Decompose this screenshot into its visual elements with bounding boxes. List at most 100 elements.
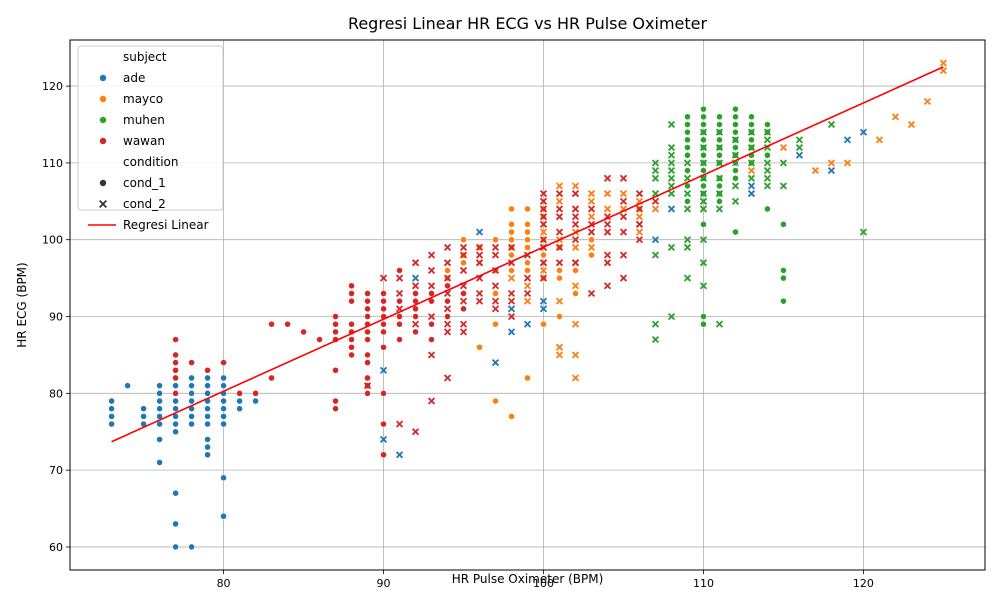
- legend-marker-mayco: [99, 95, 107, 103]
- data-point-wawan-cond_1: [412, 305, 419, 313]
- data-point-mayco-cond_1: [540, 251, 547, 259]
- y-axis-label: HR ECG (BPM): [15, 262, 29, 347]
- data-point-wawan-cond_1: [380, 290, 387, 297]
- data-point-ade-cond_1: [220, 512, 227, 520]
- data-point-ade-cond_2: [507, 328, 516, 336]
- data-point-muhen-cond_1: [684, 151, 691, 159]
- y-tick-label: 60: [49, 541, 63, 554]
- data-point-wawan-cond_2: [619, 174, 628, 182]
- data-point-wawan-cond_1: [428, 320, 435, 328]
- data-point-ade-cond_1: [204, 451, 211, 459]
- data-point-wawan-cond_2: [603, 174, 612, 182]
- data-point-wawan-cond_1: [380, 297, 387, 305]
- data-point-ade-cond_2: [523, 320, 532, 328]
- data-point-muhen-cond_2: [667, 159, 676, 167]
- data-point-muhen-cond_1: [684, 121, 691, 128]
- data-point-muhen-cond_2: [699, 159, 708, 167]
- data-point-wawan-cond_2: [491, 243, 500, 251]
- y-tick-label: 110: [42, 157, 63, 170]
- data-point-wawan-cond_1: [364, 336, 371, 343]
- data-point-mayco-cond_2: [747, 166, 756, 175]
- data-point-muhen-cond_1: [764, 205, 771, 213]
- data-point-ade-cond_1: [156, 405, 163, 413]
- data-point-wawan-cond_2: [459, 266, 468, 275]
- data-point-mayco-cond_1: [524, 243, 531, 251]
- data-point-ade-cond_1: [156, 397, 163, 405]
- data-point-mayco-cond_1: [524, 236, 531, 244]
- data-point-wawan-cond_1: [316, 336, 323, 343]
- data-point-mayco-cond_2: [587, 213, 596, 221]
- data-point-ade-cond_1: [188, 412, 195, 420]
- legend-label-cond_1: cond_1: [123, 176, 166, 190]
- data-point-wawan-cond_2: [619, 228, 628, 236]
- data-point-wawan-cond_2: [459, 243, 468, 251]
- data-point-wawan-cond_2: [587, 205, 596, 213]
- data-point-muhen-cond_2: [715, 320, 724, 328]
- data-point-wawan-cond_2: [459, 320, 468, 328]
- data-point-ade-cond_2: [539, 297, 548, 305]
- data-point-muhen-cond_2: [651, 335, 660, 344]
- data-point-mayco-cond_2: [539, 266, 548, 275]
- data-point-mayco-cond_1: [508, 267, 515, 274]
- data-point-wawan-cond_2: [651, 197, 660, 205]
- data-point-mayco-cond_2: [635, 213, 644, 221]
- data-point-wawan-cond_2: [619, 197, 628, 205]
- data-point-wawan-cond_2: [507, 297, 516, 305]
- data-point-wawan-cond_1: [172, 366, 179, 374]
- data-point-wawan-cond_1: [364, 305, 371, 313]
- data-point-wawan-cond_1: [300, 328, 307, 336]
- y-tick-label: 70: [49, 464, 63, 477]
- data-point-ade-cond_2: [859, 128, 868, 136]
- data-point-wawan-cond_1: [364, 313, 371, 320]
- data-point-wawan-cond_1: [380, 305, 387, 313]
- data-point-ade-cond_1: [188, 389, 195, 397]
- data-point-ade-cond_1: [220, 474, 227, 482]
- data-point-muhen-cond_2: [683, 205, 692, 213]
- data-point-muhen-cond_2: [667, 312, 676, 321]
- regression-line-layer: [111, 66, 944, 443]
- data-point-ade-cond_1: [108, 412, 115, 420]
- data-point-ade-cond_2: [507, 305, 516, 313]
- data-point-wawan-cond_1: [332, 405, 339, 413]
- data-point-mayco-cond_2: [571, 182, 580, 190]
- data-point-mayco-cond_2: [923, 97, 931, 106]
- data-point-muhen-cond_1: [732, 113, 739, 121]
- data-point-muhen-cond_2: [683, 174, 692, 182]
- data-point-wawan-cond_1: [348, 320, 355, 328]
- regression-line: [111, 66, 944, 443]
- data-point-muhen-cond_1: [748, 113, 755, 121]
- data-point-mayco-cond_2: [555, 297, 564, 305]
- data-point-wawan-cond_2: [571, 205, 580, 213]
- data-point-muhen-cond_2: [667, 151, 676, 159]
- data-point-muhen-cond_2: [827, 120, 836, 129]
- data-point-mayco-cond_1: [492, 290, 499, 297]
- data-point-wawan-cond_2: [603, 282, 612, 290]
- data-point-ade-cond_2: [747, 182, 756, 190]
- data-point-muhen-cond_2: [699, 197, 708, 205]
- data-point-ade-cond_2: [411, 274, 420, 282]
- data-point-wawan-cond_1: [364, 297, 371, 305]
- data-point-wawan-cond_2: [539, 205, 548, 213]
- data-point-wawan-cond_2: [603, 228, 612, 236]
- data-point-wawan-cond_1: [348, 290, 355, 297]
- data-point-muhen-cond_1: [684, 128, 691, 136]
- data-point-wawan-cond_1: [364, 351, 371, 359]
- data-point-wawan-cond_2: [619, 251, 628, 259]
- data-point-wawan-cond_2: [507, 289, 516, 298]
- data-point-wawan-cond_2: [555, 228, 564, 236]
- data-point-muhen-cond_1: [684, 167, 691, 174]
- data-point-muhen-cond_2: [795, 143, 804, 152]
- data-point-wawan-cond_2: [475, 259, 484, 267]
- y-tick-label: 100: [42, 234, 63, 247]
- data-point-wawan-cond_2: [635, 220, 644, 228]
- data-point-ade-cond_1: [188, 397, 195, 405]
- data-point-wawan-cond_1: [348, 282, 355, 290]
- data-point-muhen-cond_1: [700, 113, 707, 121]
- data-point-mayco-cond_1: [524, 267, 531, 274]
- data-point-muhen-cond_1: [700, 320, 707, 328]
- data-point-wawan-cond_2: [363, 382, 372, 390]
- data-point-muhen-cond_2: [699, 143, 708, 152]
- data-point-wawan-cond_2: [427, 266, 436, 275]
- data-point-mayco-cond_1: [556, 267, 563, 274]
